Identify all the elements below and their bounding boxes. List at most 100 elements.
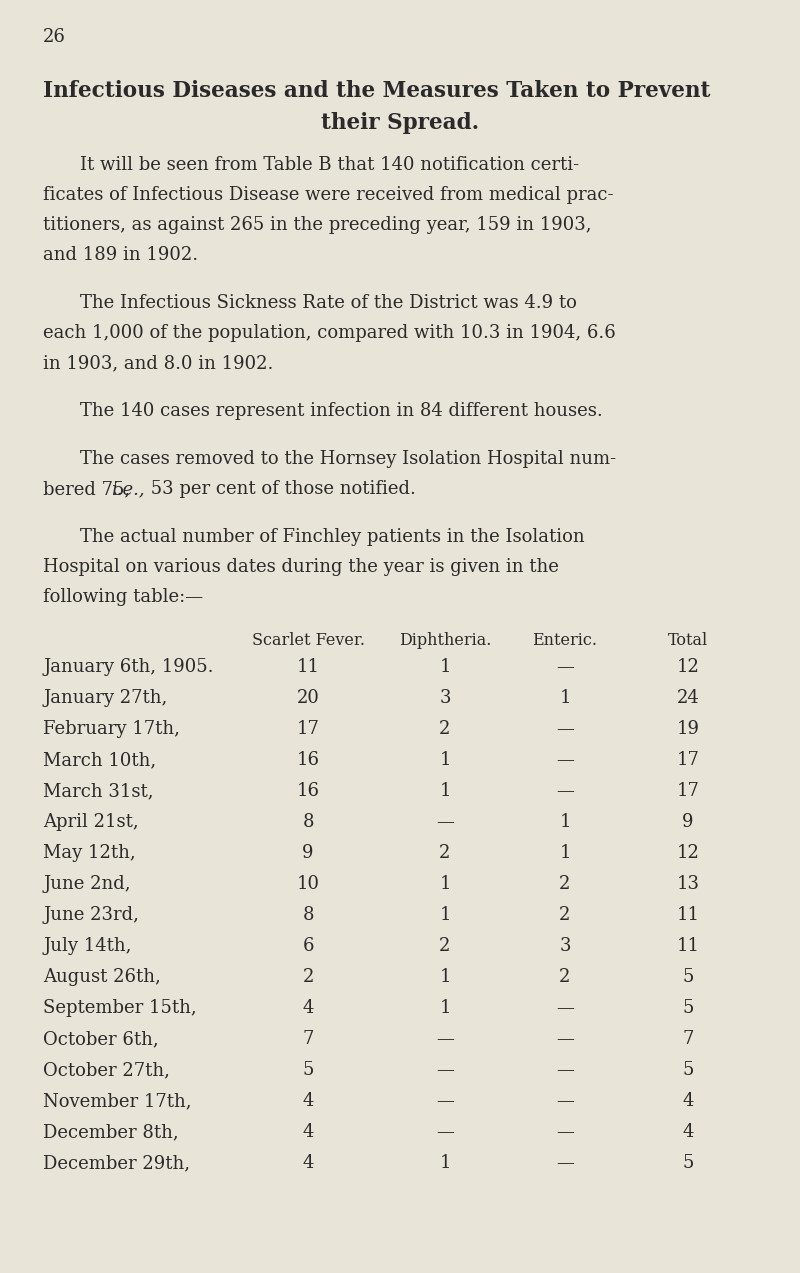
Text: 53 per cent of those notified.: 53 per cent of those notified. bbox=[146, 480, 416, 498]
Text: 1: 1 bbox=[439, 967, 450, 987]
Text: and 189 in 1902.: and 189 in 1902. bbox=[43, 246, 198, 264]
Text: February 17th,: February 17th, bbox=[43, 721, 180, 738]
Text: October 6th,: October 6th, bbox=[43, 1030, 159, 1048]
Text: April 21st,: April 21st, bbox=[43, 813, 139, 831]
Text: 1: 1 bbox=[439, 658, 450, 676]
Text: 11: 11 bbox=[297, 658, 319, 676]
Text: 2: 2 bbox=[559, 906, 570, 924]
Text: 1: 1 bbox=[439, 999, 450, 1017]
Text: 26: 26 bbox=[43, 28, 66, 46]
Text: 11: 11 bbox=[677, 937, 699, 955]
Text: 9: 9 bbox=[302, 844, 314, 862]
Text: July 14th,: July 14th, bbox=[43, 937, 131, 955]
Text: January 6th, 1905.: January 6th, 1905. bbox=[43, 658, 214, 676]
Text: 5: 5 bbox=[302, 1060, 314, 1080]
Text: titioners, as against 265 in the preceding year, 159 in 1903,: titioners, as against 265 in the precedi… bbox=[43, 216, 592, 234]
Text: June 23rd,: June 23rd, bbox=[43, 906, 139, 924]
Text: in 1903, and 8.0 in 1902.: in 1903, and 8.0 in 1902. bbox=[43, 354, 274, 372]
Text: 1: 1 bbox=[559, 689, 570, 707]
Text: 3: 3 bbox=[439, 689, 450, 707]
Text: December 8th,: December 8th, bbox=[43, 1123, 179, 1141]
Text: following table:—: following table:— bbox=[43, 588, 203, 606]
Text: August 26th,: August 26th, bbox=[43, 967, 161, 987]
Text: —: — bbox=[556, 1030, 574, 1048]
Text: 1: 1 bbox=[559, 844, 570, 862]
Text: March 31st,: March 31st, bbox=[43, 782, 154, 799]
Text: December 29th,: December 29th, bbox=[43, 1155, 190, 1172]
Text: —: — bbox=[556, 1060, 574, 1080]
Text: The actual number of Finchley patients in the Isolation: The actual number of Finchley patients i… bbox=[80, 528, 585, 546]
Text: —: — bbox=[556, 1092, 574, 1110]
Text: 1: 1 bbox=[439, 751, 450, 769]
Text: each 1,000 of the population, compared with 10.3 in 1904, 6.6: each 1,000 of the population, compared w… bbox=[43, 325, 616, 342]
Text: —: — bbox=[556, 751, 574, 769]
Text: —: — bbox=[556, 1155, 574, 1172]
Text: 5: 5 bbox=[682, 967, 694, 987]
Text: January 27th,: January 27th, bbox=[43, 689, 167, 707]
Text: 11: 11 bbox=[677, 906, 699, 924]
Text: The Infectious Sickness Rate of the District was 4.9 to: The Infectious Sickness Rate of the Dist… bbox=[80, 294, 577, 312]
Text: 7: 7 bbox=[302, 1030, 314, 1048]
Text: 9: 9 bbox=[682, 813, 694, 831]
Text: 8: 8 bbox=[302, 813, 314, 831]
Text: 16: 16 bbox=[297, 751, 319, 769]
Text: 1: 1 bbox=[439, 1155, 450, 1172]
Text: 1: 1 bbox=[439, 906, 450, 924]
Text: Scarlet Fever.: Scarlet Fever. bbox=[251, 631, 365, 649]
Text: —: — bbox=[556, 721, 574, 738]
Text: 7: 7 bbox=[682, 1030, 694, 1048]
Text: May 12th,: May 12th, bbox=[43, 844, 136, 862]
Text: ficates of Infectious Disease were received from medical prac-: ficates of Infectious Disease were recei… bbox=[43, 186, 614, 204]
Text: 1: 1 bbox=[439, 875, 450, 892]
Text: 2: 2 bbox=[559, 967, 570, 987]
Text: 17: 17 bbox=[677, 782, 699, 799]
Text: 12: 12 bbox=[677, 844, 699, 862]
Text: Diphtheria.: Diphtheria. bbox=[399, 631, 491, 649]
Text: 12: 12 bbox=[677, 658, 699, 676]
Text: 2: 2 bbox=[439, 721, 450, 738]
Text: 5: 5 bbox=[682, 999, 694, 1017]
Text: March 10th,: March 10th, bbox=[43, 751, 156, 769]
Text: 4: 4 bbox=[302, 1092, 314, 1110]
Text: 4: 4 bbox=[682, 1123, 694, 1141]
Text: 2: 2 bbox=[439, 937, 450, 955]
Text: —: — bbox=[436, 813, 454, 831]
Text: 13: 13 bbox=[677, 875, 699, 892]
Text: 4: 4 bbox=[302, 1155, 314, 1172]
Text: 1: 1 bbox=[559, 813, 570, 831]
Text: —: — bbox=[556, 658, 574, 676]
Text: 10: 10 bbox=[297, 875, 319, 892]
Text: —: — bbox=[436, 1030, 454, 1048]
Text: September 15th,: September 15th, bbox=[43, 999, 197, 1017]
Text: —: — bbox=[436, 1123, 454, 1141]
Text: 2: 2 bbox=[559, 875, 570, 892]
Text: 3: 3 bbox=[559, 937, 570, 955]
Text: 4: 4 bbox=[302, 1123, 314, 1141]
Text: —: — bbox=[556, 1123, 574, 1141]
Text: November 17th,: November 17th, bbox=[43, 1092, 192, 1110]
Text: It will be seen from Table B that 140 notification certi-: It will be seen from Table B that 140 no… bbox=[80, 157, 579, 174]
Text: i.e.,: i.e., bbox=[111, 480, 145, 498]
Text: October 27th,: October 27th, bbox=[43, 1060, 170, 1080]
Text: —: — bbox=[436, 1060, 454, 1080]
Text: 2: 2 bbox=[302, 967, 314, 987]
Text: Total: Total bbox=[668, 631, 708, 649]
Text: 24: 24 bbox=[677, 689, 699, 707]
Text: bered 75,: bered 75, bbox=[43, 480, 136, 498]
Text: 5: 5 bbox=[682, 1155, 694, 1172]
Text: Hospital on various dates during the year is given in the: Hospital on various dates during the yea… bbox=[43, 558, 559, 575]
Text: their Spread.: their Spread. bbox=[321, 112, 479, 134]
Text: 4: 4 bbox=[302, 999, 314, 1017]
Text: —: — bbox=[556, 782, 574, 799]
Text: 2: 2 bbox=[439, 844, 450, 862]
Text: 17: 17 bbox=[677, 751, 699, 769]
Text: 5: 5 bbox=[682, 1060, 694, 1080]
Text: —: — bbox=[556, 999, 574, 1017]
Text: 6: 6 bbox=[302, 937, 314, 955]
Text: The cases removed to the Hornsey Isolation Hospital num-: The cases removed to the Hornsey Isolati… bbox=[80, 449, 616, 468]
Text: 1: 1 bbox=[439, 782, 450, 799]
Text: 20: 20 bbox=[297, 689, 319, 707]
Text: 4: 4 bbox=[682, 1092, 694, 1110]
Text: June 2nd,: June 2nd, bbox=[43, 875, 130, 892]
Text: 19: 19 bbox=[677, 721, 699, 738]
